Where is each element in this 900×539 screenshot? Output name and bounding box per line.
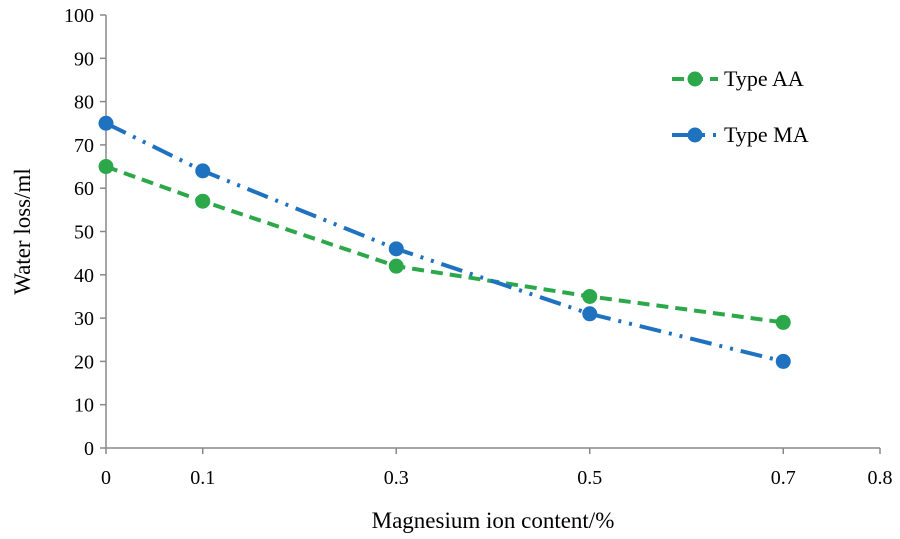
x-tick-label: 0.1 — [190, 467, 215, 489]
y-axis-title: Water loss/ml — [10, 168, 35, 295]
data-point — [388, 241, 404, 257]
axis-ticks: 0 10 20 30 40 50 60 70 80 90 100 0 0.1 0.3 0.5 0.7 0.8 — [64, 5, 893, 489]
legend-label: Type AA — [724, 66, 804, 91]
data-point — [582, 288, 598, 304]
series-line — [105, 121, 784, 364]
legend-item: Type MA — [672, 122, 809, 147]
y-tick-label: 80 — [74, 92, 94, 114]
x-tick-label: 0.5 — [577, 467, 602, 489]
y-tick-label: 30 — [74, 308, 94, 330]
y-tick-label: 60 — [74, 178, 94, 200]
legend-label: Type MA — [724, 122, 809, 147]
y-tick-label: 0 — [84, 438, 94, 460]
data-point — [98, 115, 114, 131]
y-tick-label: 70 — [74, 135, 94, 157]
data-point — [388, 258, 404, 274]
legend-item: Type AA — [672, 66, 804, 91]
series-layer — [98, 115, 791, 369]
y-tick-label: 40 — [74, 265, 94, 287]
legend-marker — [687, 127, 703, 143]
x-tick-label: 0.3 — [384, 467, 409, 489]
data-point — [775, 353, 791, 369]
y-tick-label: 100 — [64, 5, 94, 27]
series-type-ma — [98, 115, 791, 369]
legend-marker — [687, 71, 703, 87]
y-tick-label: 90 — [74, 48, 94, 70]
x-axis-title: Magnesium ion content/% — [372, 508, 615, 533]
data-point — [582, 306, 598, 322]
x-tick-label: 0.8 — [868, 467, 893, 489]
series-type-aa — [98, 159, 791, 330]
x-tick-label: 0 — [101, 467, 111, 489]
y-tick-label: 20 — [74, 351, 94, 373]
y-tick-label: 10 — [74, 395, 94, 417]
y-tick-label: 50 — [74, 222, 94, 244]
data-point — [98, 159, 114, 175]
data-point — [195, 163, 211, 179]
x-tick-label: 0.7 — [771, 467, 796, 489]
series-line — [105, 164, 784, 325]
data-point — [775, 314, 791, 330]
data-point — [195, 193, 211, 209]
legend: Type AA Type MA — [672, 66, 809, 147]
